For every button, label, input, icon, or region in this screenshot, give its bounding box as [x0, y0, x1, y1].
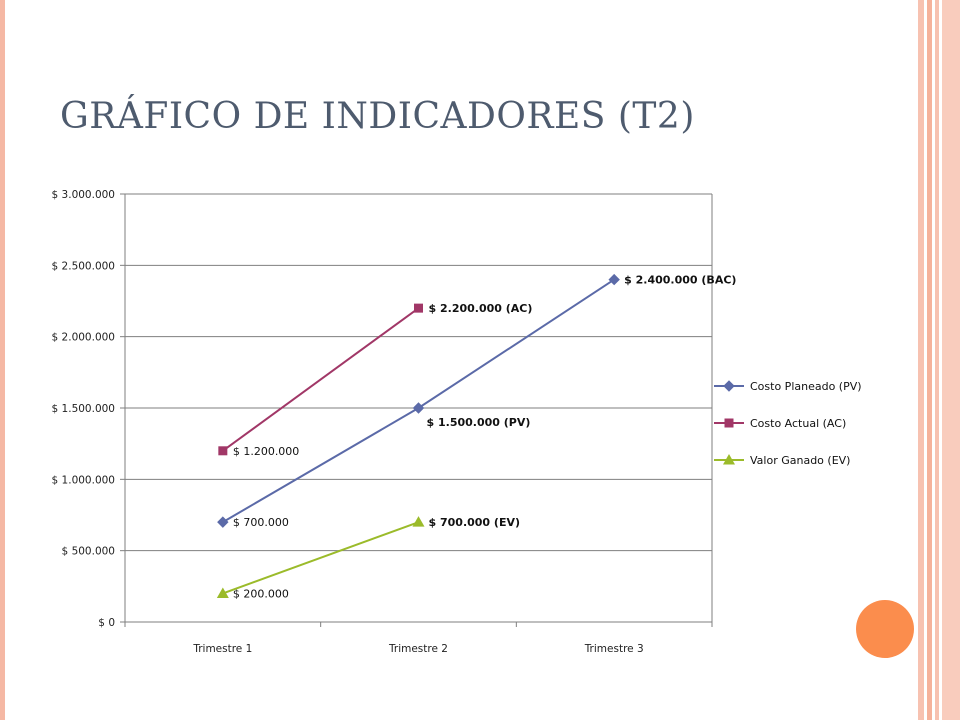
y-tick-label: $ 2.500.000: [52, 260, 115, 272]
slide-left-border: [0, 0, 5, 720]
chart-legend: Costo Planeado (PV) Costo Actual (AC) Valo…: [714, 380, 862, 467]
y-tick-label: $ 3.000.000: [52, 189, 115, 201]
data-point: [218, 446, 228, 456]
x-tick-labels: Trimestre 1 Trimestre 2 Trimestre 3: [192, 643, 643, 655]
y-tick-label: $ 500.000: [62, 546, 115, 558]
x-tick-label: Trimestre 3: [584, 643, 644, 655]
chart-series: [216, 273, 620, 598]
legend-marker: [724, 418, 734, 428]
data-point: [412, 516, 425, 527]
series-line-1: [222, 307, 420, 452]
y-tick-labels: $ 0 $ 500.000 $ 1.000.000 $ 1.500.000 $ 2.00…: [52, 189, 115, 629]
slide-right-stripes: [918, 0, 960, 720]
y-tick-label: $ 1.500.000: [52, 403, 115, 415]
y-tick-label: $ 1.000.000: [52, 474, 115, 486]
data-point: [216, 587, 229, 598]
data-point: [608, 273, 620, 286]
data-point: [414, 303, 423, 313]
y-tick-label: $ 2.000.000: [52, 332, 115, 344]
series-line-2: [222, 521, 419, 595]
legend-label: Valor Ganado (EV): [750, 454, 850, 467]
legend-marker: [723, 454, 735, 465]
y-tick-label: $ 0: [98, 617, 115, 629]
chart-axes: [120, 193, 713, 627]
data-label: $ 1.200.000: [233, 445, 299, 458]
legend-label: Costo Planeado (PV): [750, 380, 862, 393]
legend-label: Costo Actual (AC): [750, 417, 846, 430]
data-labels: $ 700.000 $ 1.500.000 (PV) $ 2.400.000 (BA…: [233, 274, 737, 601]
decorative-orange-circle: [856, 600, 914, 658]
legend-marker: [723, 380, 735, 392]
data-point: [217, 516, 229, 528]
x-tick-label: Trimestre 2: [388, 643, 448, 655]
data-point: [412, 402, 425, 414]
data-label: $ 700.000: [233, 516, 289, 529]
slide-title: GRÁFICO DE INDICADORES (T2): [60, 96, 695, 137]
data-label: $ 2.200.000 (AC): [429, 302, 533, 315]
data-label: $ 700.000 (EV): [429, 516, 521, 529]
data-label: $ 200.000: [233, 587, 289, 600]
data-label: $ 1.500.000 (PV): [427, 416, 531, 429]
series-line-0: [222, 278, 615, 523]
x-tick-label: Trimestre 1: [192, 643, 252, 655]
data-label: $ 2.400.000 (BAC): [624, 274, 736, 287]
